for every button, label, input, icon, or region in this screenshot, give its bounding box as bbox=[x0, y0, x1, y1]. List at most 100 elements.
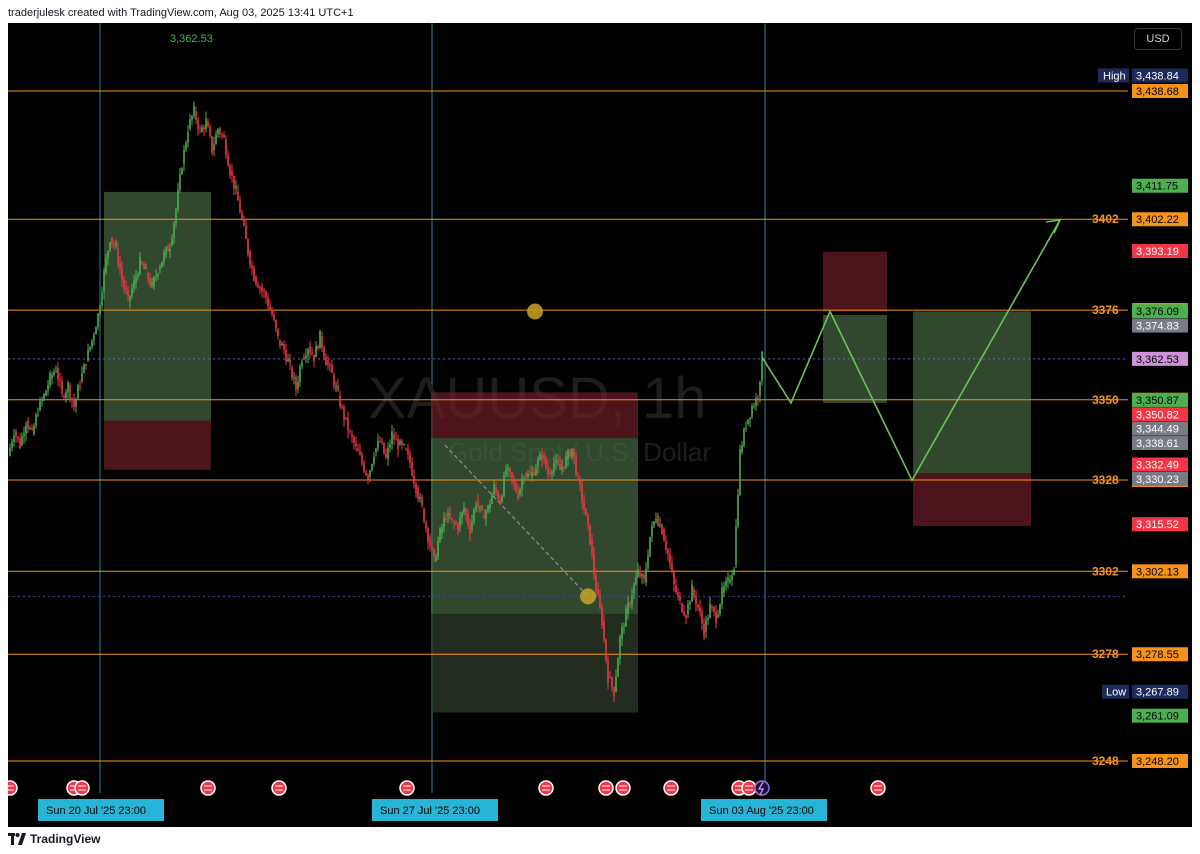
candle-body bbox=[13, 435, 15, 443]
candle-body bbox=[43, 394, 45, 400]
candle-body bbox=[575, 456, 577, 475]
chart-area[interactable]: XAUUSD, 1hGold Spot / U.S. Dollar3,362.5… bbox=[8, 23, 1192, 827]
candle-body bbox=[475, 505, 477, 510]
candle-body bbox=[169, 248, 171, 252]
candle-body bbox=[603, 621, 605, 640]
candle-body bbox=[605, 639, 607, 661]
candle-body bbox=[453, 522, 455, 524]
event-flag-icon-6[interactable] bbox=[538, 780, 554, 796]
candle-body bbox=[215, 134, 217, 145]
candle-body bbox=[421, 496, 423, 506]
candle-body bbox=[237, 191, 239, 201]
candle-body bbox=[515, 482, 517, 492]
price-tag-bg-7 bbox=[1132, 421, 1188, 436]
lightning-event-icon[interactable] bbox=[754, 780, 770, 796]
candle-body bbox=[113, 243, 115, 246]
currency-button[interactable]: USD bbox=[1134, 28, 1182, 50]
candle-body bbox=[587, 515, 589, 525]
candle-body bbox=[109, 242, 111, 251]
candle-body bbox=[479, 505, 481, 507]
candle-body bbox=[283, 344, 285, 351]
candle-body bbox=[187, 132, 189, 143]
candle-body bbox=[591, 540, 593, 554]
candle-body bbox=[523, 478, 525, 481]
footer-brand: TradingView bbox=[30, 832, 101, 846]
candle-body bbox=[693, 589, 695, 596]
candle-body bbox=[547, 467, 549, 475]
candle-body bbox=[135, 276, 137, 284]
event-flag-icon-12[interactable] bbox=[870, 780, 886, 796]
candle-body bbox=[77, 385, 79, 399]
candle-body bbox=[423, 508, 425, 523]
event-flag-icon-5[interactable] bbox=[399, 780, 415, 796]
candle-body bbox=[259, 287, 261, 289]
candle-body bbox=[325, 356, 327, 366]
candle-body bbox=[561, 466, 563, 470]
candle-body bbox=[57, 367, 59, 380]
event-flag-icon-0[interactable] bbox=[8, 780, 18, 796]
event-flag-icon-3[interactable] bbox=[200, 780, 216, 796]
candle-body bbox=[481, 505, 483, 511]
candle-body bbox=[145, 267, 147, 269]
candle-body bbox=[425, 522, 427, 529]
candle-body bbox=[757, 397, 759, 401]
candle-body bbox=[297, 382, 299, 389]
candle-body bbox=[671, 563, 673, 572]
candle-body bbox=[117, 248, 119, 263]
candle-body bbox=[369, 470, 371, 477]
candle-body bbox=[239, 200, 241, 213]
candle-body bbox=[243, 220, 245, 226]
event-flag-icon-11[interactable] bbox=[741, 780, 757, 796]
candle-body bbox=[337, 385, 339, 391]
candle-body bbox=[175, 209, 177, 223]
candle-body bbox=[71, 397, 73, 401]
price-tag-12: 3,261.09 bbox=[1136, 711, 1179, 723]
candle-body bbox=[727, 577, 729, 582]
candle-body bbox=[463, 508, 465, 513]
level-label-5: 3302 bbox=[1092, 564, 1119, 578]
candle-body bbox=[469, 524, 471, 535]
price-chart[interactable]: XAUUSD, 1hGold Spot / U.S. Dollar3,362.5… bbox=[8, 23, 1192, 827]
candle-body bbox=[577, 474, 579, 476]
candle-body bbox=[755, 397, 757, 406]
candle-body bbox=[451, 518, 453, 520]
candle-body bbox=[611, 677, 613, 688]
candle-body bbox=[195, 110, 197, 120]
price-tag-bg-3 bbox=[1132, 318, 1188, 333]
candle-body bbox=[335, 385, 337, 387]
candle-body bbox=[251, 264, 253, 268]
candle-body bbox=[563, 466, 565, 468]
candle-body bbox=[25, 424, 27, 434]
candle-body bbox=[97, 313, 99, 328]
event-flag-icon-9[interactable] bbox=[663, 780, 679, 796]
event-flag-icon-8[interactable] bbox=[615, 780, 631, 796]
price-tag-9: 3,332.49 bbox=[1136, 460, 1179, 472]
candle-body bbox=[137, 274, 139, 277]
candle-body bbox=[273, 314, 275, 321]
candle-body bbox=[377, 441, 379, 449]
candle-body bbox=[351, 434, 353, 437]
candle-body bbox=[485, 511, 487, 519]
candle-body bbox=[613, 687, 615, 696]
candle-body bbox=[63, 395, 65, 398]
candle-body bbox=[397, 439, 399, 450]
candle-body bbox=[497, 491, 499, 500]
candle-body bbox=[255, 276, 257, 284]
candle-body bbox=[287, 359, 289, 362]
price-tag-bg-5 bbox=[1132, 392, 1188, 407]
candle-body bbox=[89, 346, 91, 350]
candle-body bbox=[319, 330, 321, 349]
candle-body bbox=[347, 417, 349, 431]
candle-body bbox=[23, 433, 25, 437]
candle-body bbox=[107, 250, 109, 259]
candle-body bbox=[737, 495, 739, 526]
event-flag-icon-2[interactable] bbox=[74, 780, 90, 796]
candle-body bbox=[221, 134, 223, 136]
candle-body bbox=[19, 438, 21, 449]
event-flag-icon-7[interactable] bbox=[598, 780, 614, 796]
candle-body bbox=[507, 467, 509, 470]
candle-body bbox=[217, 128, 219, 135]
candle-body bbox=[307, 349, 309, 356]
price-tag-2: 3,376.09 bbox=[1136, 306, 1179, 318]
event-flag-icon-4[interactable] bbox=[271, 780, 287, 796]
